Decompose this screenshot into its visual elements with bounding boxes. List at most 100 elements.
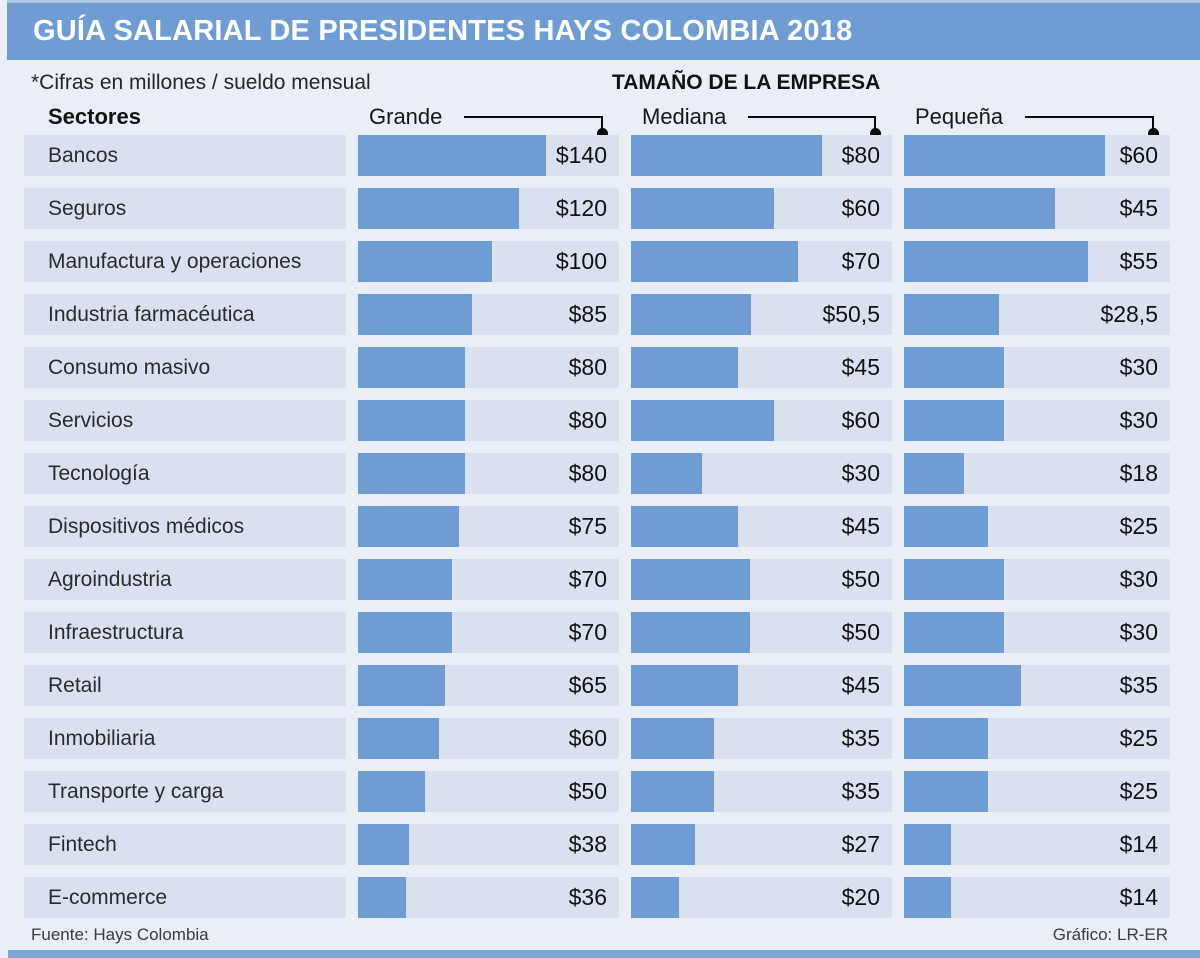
salary-value: $60 xyxy=(568,725,607,751)
sector-label: Inmobiliaria xyxy=(24,718,346,759)
bar-cell-pequeña: $30 xyxy=(904,347,1170,388)
bar-cell-mediana: $35 xyxy=(631,771,892,812)
salary-value: $14 xyxy=(1119,831,1158,857)
salary-value: $140 xyxy=(555,142,607,168)
bar-cell-grande: $50 xyxy=(358,771,619,812)
salary-bar xyxy=(631,665,739,706)
bar-cell-pequeña: $30 xyxy=(904,400,1170,441)
company-size-header: TAMAÑO DE LA EMPRESA xyxy=(612,71,881,94)
salary-bar xyxy=(904,559,1005,600)
salary-value: $27 xyxy=(841,831,880,857)
subtitle-row: *Cifras en millones / sueldo mensual TAM… xyxy=(0,60,1200,100)
bar-cell-mediana: $50 xyxy=(631,559,892,600)
salary-value: $50 xyxy=(841,619,880,645)
bar-cell-pequeña: $28,5 xyxy=(904,294,1170,335)
title-bar: GUÍA SALARIAL DE PRESIDENTES HAYS COLOMB… xyxy=(7,3,1200,60)
grande-dot-icon xyxy=(597,128,608,139)
salary-value: $80 xyxy=(568,407,607,433)
salary-value: $35 xyxy=(1119,672,1158,698)
salary-bar xyxy=(904,771,988,812)
bar-cell-grande: $38 xyxy=(358,824,619,865)
salary-value: $55 xyxy=(1119,248,1158,274)
salary-bar xyxy=(358,400,466,441)
salary-value: $25 xyxy=(1119,513,1158,539)
salary-value: $30 xyxy=(1119,407,1158,433)
salary-value: $120 xyxy=(555,195,607,221)
salary-value: $45 xyxy=(841,354,880,380)
salary-bar xyxy=(904,506,988,547)
sector-label: Fintech xyxy=(24,824,346,865)
salary-bar xyxy=(904,665,1022,706)
sector-label: Transporte y carga xyxy=(24,771,346,812)
salary-value: $35 xyxy=(841,725,880,751)
bar-cell-grande: $65 xyxy=(358,665,619,706)
bar-cell-mediana: $45 xyxy=(631,665,892,706)
salary-bar xyxy=(631,877,679,918)
salary-bar xyxy=(904,453,965,494)
salary-bar xyxy=(358,771,426,812)
salary-bar xyxy=(631,506,739,547)
bar-cell-grande: $70 xyxy=(358,559,619,600)
salary-value: $60 xyxy=(841,407,880,433)
bar-cell-pequeña: $30 xyxy=(904,559,1170,600)
pequena-connector-line xyxy=(1025,116,1159,139)
sector-label: Dispositivos médicos xyxy=(24,506,346,547)
mediana-label: Mediana xyxy=(642,104,727,129)
salary-value: $50 xyxy=(568,778,607,804)
salary-bar xyxy=(904,877,951,918)
salary-bar xyxy=(904,824,951,865)
salary-bar xyxy=(904,135,1105,176)
salary-value: $70 xyxy=(568,619,607,645)
bar-cell-pequeña: $25 xyxy=(904,506,1170,547)
footer: Fuente: Hays Colombia Gráfico: LR-ER xyxy=(31,925,1168,945)
salary-value: $75 xyxy=(568,513,607,539)
salary-value: $60 xyxy=(841,195,880,221)
salary-bar xyxy=(904,347,1005,388)
bar-cell-grande: $85 xyxy=(358,294,619,335)
salary-bar xyxy=(358,824,409,865)
sector-label: Agroindustria xyxy=(24,559,346,600)
grande-label: Grande xyxy=(369,104,443,129)
bar-cell-mediana: $60 xyxy=(631,188,892,229)
bar-cell-mediana: $20 xyxy=(631,877,892,918)
salary-value: $45 xyxy=(841,672,880,698)
mediana-connector-line xyxy=(748,116,881,139)
salary-bar xyxy=(358,453,466,494)
source-text: Fuente: Hays Colombia xyxy=(31,925,209,944)
grande-connector-line xyxy=(464,116,608,139)
salary-bar xyxy=(631,347,739,388)
salary-value: $30 xyxy=(1119,619,1158,645)
salary-value: $30 xyxy=(1119,566,1158,592)
salary-bar xyxy=(358,241,493,282)
salary-value: $60 xyxy=(1119,142,1158,168)
salary-bar xyxy=(904,188,1055,229)
bar-cell-pequeña: $14 xyxy=(904,877,1170,918)
bottom-accent-strip xyxy=(8,950,1200,958)
bar-cell-grande: $75 xyxy=(358,506,619,547)
pequena-column-header: Pequeña xyxy=(904,100,1170,139)
bar-cell-mediana: $80 xyxy=(631,135,892,176)
salary-bar xyxy=(358,506,459,547)
bar-cell-grande: $120 xyxy=(358,188,619,229)
bar-cell-grande: $140 xyxy=(358,135,619,176)
salary-bar xyxy=(631,241,798,282)
salary-bar xyxy=(631,771,715,812)
bar-cell-pequeña: $18 xyxy=(904,453,1170,494)
salary-value: $80 xyxy=(568,354,607,380)
salary-value: $100 xyxy=(555,248,607,274)
salary-bar xyxy=(631,559,751,600)
bar-cell-pequeña: $25 xyxy=(904,771,1170,812)
bar-cell-mediana: $27 xyxy=(631,824,892,865)
salary-value: $80 xyxy=(841,142,880,168)
salary-value: $20 xyxy=(841,884,880,910)
salary-value: $25 xyxy=(1119,725,1158,751)
salary-bar xyxy=(631,135,822,176)
sector-label: Bancos xyxy=(24,135,346,176)
bar-cell-mediana: $70 xyxy=(631,241,892,282)
bar-cell-grande: $36 xyxy=(358,877,619,918)
salary-value: $50,5 xyxy=(822,301,880,327)
salary-bar xyxy=(904,612,1005,653)
bar-cell-pequeña: $30 xyxy=(904,612,1170,653)
salary-value: $30 xyxy=(841,460,880,486)
mediana-column-header: Mediana xyxy=(631,100,892,139)
